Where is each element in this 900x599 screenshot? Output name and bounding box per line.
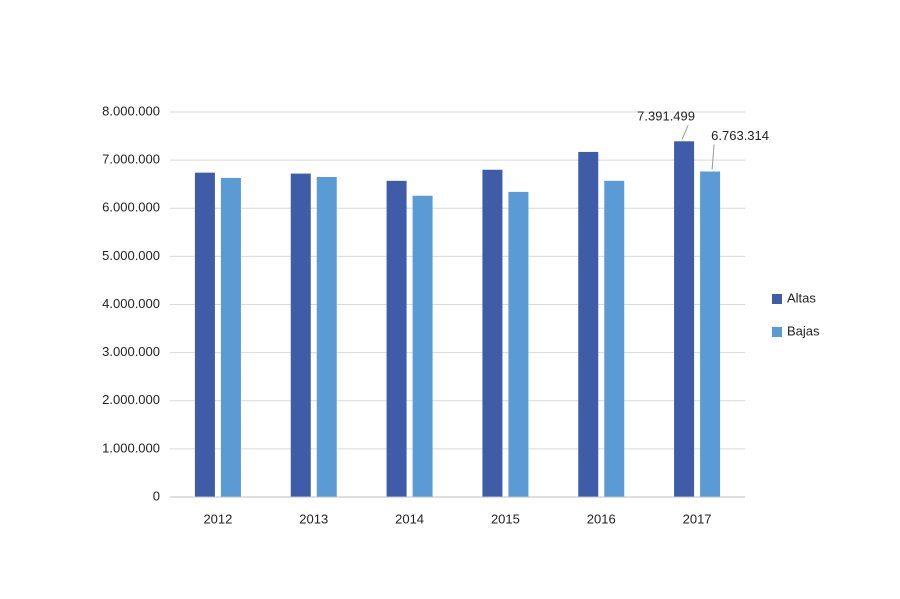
y-tick-label: 2.000.000 — [102, 392, 160, 407]
data-label: 6.763.314 — [711, 128, 769, 143]
bar — [700, 171, 721, 498]
legend-label: Bajas — [787, 323, 820, 338]
x-tick-label: 2016 — [587, 511, 616, 526]
bar — [412, 195, 433, 498]
bar — [604, 180, 625, 497]
y-tick-label: 6.000.000 — [102, 200, 160, 215]
bar — [290, 173, 311, 497]
legend-swatch — [772, 294, 782, 304]
x-tick-label: 2013 — [299, 511, 328, 526]
y-tick-label: 5.000.000 — [102, 248, 160, 263]
y-tick-label: 7.000.000 — [102, 152, 160, 167]
bar — [508, 191, 529, 497]
leader-line — [681, 125, 689, 140]
bar — [482, 169, 503, 497]
y-tick-label: 0 — [153, 488, 160, 503]
legend-label: Altas — [787, 290, 816, 305]
data-label: 7.391.499 — [637, 109, 695, 124]
bar — [674, 141, 695, 497]
leader-line — [711, 144, 715, 170]
bar — [316, 176, 337, 497]
legend-swatch — [772, 327, 782, 337]
bar — [220, 177, 241, 497]
y-tick-label: 8.000.000 — [102, 103, 160, 118]
y-tick-label: 4.000.000 — [102, 296, 160, 311]
x-tick-label: 2014 — [395, 511, 424, 526]
bar — [578, 151, 599, 497]
bar — [386, 180, 407, 497]
x-tick-label: 2015 — [491, 511, 520, 526]
x-tick-label: 2017 — [683, 511, 712, 526]
bar — [194, 172, 215, 497]
y-tick-label: 1.000.000 — [102, 440, 160, 455]
x-tick-label: 2012 — [203, 511, 232, 526]
y-tick-label: 3.000.000 — [102, 344, 160, 359]
